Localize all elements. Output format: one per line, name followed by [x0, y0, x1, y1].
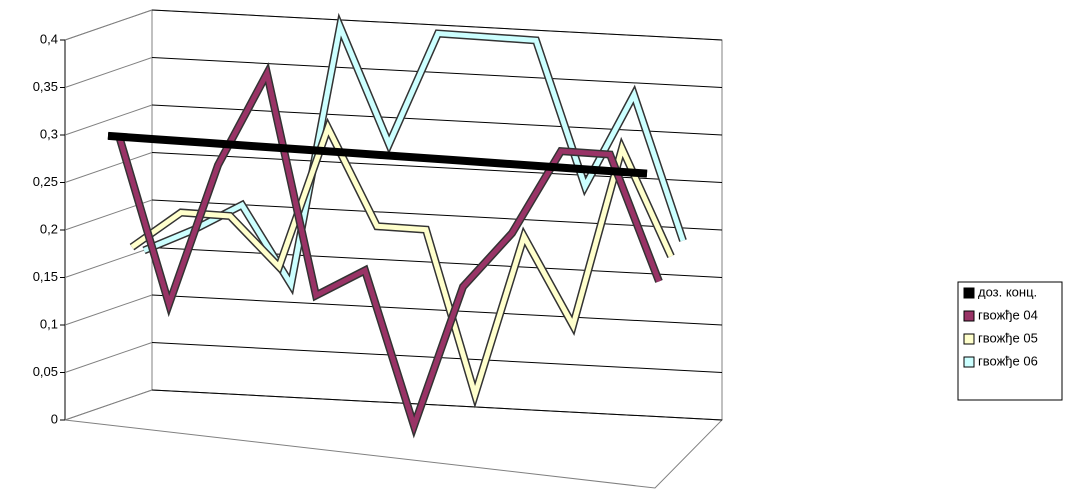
y-tick-label: 0	[51, 411, 58, 426]
side-grid-line	[64, 342, 153, 373]
series-ribbon	[130, 121, 674, 404]
y-tick-label: 0,4	[40, 31, 58, 46]
side-grid-line	[64, 389, 153, 421]
floor	[64, 389, 724, 489]
side-grid-line	[64, 9, 153, 41]
legend-label: гвожђе 06	[978, 353, 1038, 368]
grid-line	[151, 152, 723, 183]
chart-walls	[64, 9, 724, 489]
legend-swatch	[963, 287, 975, 299]
y-tick-label: 0,05	[33, 364, 58, 379]
legend-label: гвожђе 05	[978, 330, 1038, 345]
grid-line	[151, 199, 723, 231]
grid-line	[151, 57, 723, 88]
legend-label: доз. конц.	[978, 284, 1037, 299]
y-tick-label: 0,3	[40, 126, 58, 141]
side-grid-line	[64, 247, 153, 278]
legend-label: гвожђе 04	[978, 307, 1038, 322]
grid-line	[151, 294, 723, 326]
side-grid-line	[64, 152, 153, 183]
legend-box	[957, 281, 1063, 401]
side-grid-line	[64, 57, 153, 88]
y-tick-label: 0,1	[40, 316, 58, 331]
y-tick-label: 0,35	[33, 79, 58, 94]
y-tick-label: 0,25	[33, 174, 58, 189]
series-ribbon	[107, 132, 648, 177]
y-tick-label: 0,15	[33, 269, 58, 284]
legend-swatch	[963, 333, 975, 345]
series-ribbon	[117, 66, 662, 434]
grid-line	[151, 389, 723, 421]
y-tick-label: 0,2	[40, 221, 58, 236]
grid-line	[151, 9, 723, 41]
side-grid-line	[64, 104, 153, 136]
side-grid-line	[64, 294, 153, 326]
legend-swatch	[963, 356, 975, 368]
legend-swatch	[963, 310, 975, 322]
